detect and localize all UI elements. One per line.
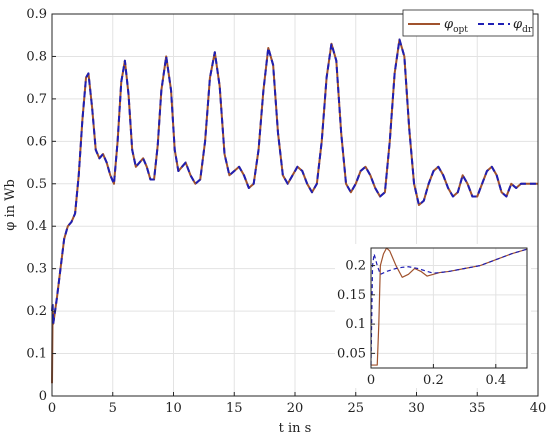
inset-y-tick-label: 0.05 <box>337 346 366 361</box>
main-x-tick-label: 25 <box>347 401 364 416</box>
main-y-tick-label: 0.8 <box>26 49 47 64</box>
y-axis-label: φ in Wb <box>3 179 18 231</box>
inset-series-line-2 <box>370 248 528 366</box>
inset-y-tick-label: 0.15 <box>337 288 366 303</box>
inset-y-tick-label: 0.2 <box>345 259 366 274</box>
main-x-tick-label: 40 <box>530 401 547 416</box>
main-x-tick-label: 20 <box>287 401 304 416</box>
main-series-line-2 <box>51 38 538 325</box>
inset-y-tick-label: 0.1 <box>345 317 366 332</box>
main-series-group <box>51 38 538 384</box>
main-y-tick-label: 0.1 <box>26 347 47 362</box>
main-x-tick-label: 30 <box>408 401 425 416</box>
main-x-tick-label: 0 <box>48 401 56 416</box>
main-x-tick-label: 10 <box>165 401 182 416</box>
main-x-tick-label: 15 <box>226 401 243 416</box>
main-x-tick-label: 5 <box>109 401 117 416</box>
main-y-tick-label: 0.4 <box>26 219 47 234</box>
inset-x-tick-label: 0.4 <box>485 373 506 388</box>
main-y-tick-label: 0.2 <box>26 304 47 319</box>
legend-sub-opt: opt <box>453 25 468 35</box>
x-axis-label: t in s <box>279 421 312 436</box>
main-x-tick-label: 35 <box>469 401 486 416</box>
main-tick-labels: 0 5 10 15 20 25 30 35 40 0 0.1 0.2 0.3 0.4 0.5 0.6 0.7 0.… <box>26 7 546 416</box>
inset-plot-frame <box>370 247 528 369</box>
inset-x-tick-label: 0.2 <box>423 373 444 388</box>
legend: φopt φdr <box>402 9 534 37</box>
main-y-tick-label: 0.3 <box>26 262 47 277</box>
legend-sub-dr: dr <box>522 25 533 35</box>
inset-plot: 0 0.2 0.4 0.05 0.1 0.15 0.2 <box>335 244 531 388</box>
main-y-tick-label: 0.7 <box>26 92 47 107</box>
main-y-tick-label: 0.6 <box>26 134 47 149</box>
inset-x-tick-label: 0 <box>367 373 375 388</box>
inset-grid <box>370 248 527 368</box>
legend-symbol-opt: φ <box>444 17 454 32</box>
main-y-tick-label: 0 <box>39 389 47 404</box>
main-y-tick-label: 0.9 <box>26 7 47 22</box>
legend-label-dr: φdr <box>513 17 533 35</box>
inset-tick-labels: 0 0.2 0.4 0.05 0.1 0.15 0.2 <box>337 259 506 388</box>
inset-series-group <box>370 247 528 366</box>
legend-symbol-dr: φ <box>513 17 523 32</box>
legend-label-opt: φopt <box>444 17 468 35</box>
main-y-tick-label: 0.5 <box>26 177 47 192</box>
